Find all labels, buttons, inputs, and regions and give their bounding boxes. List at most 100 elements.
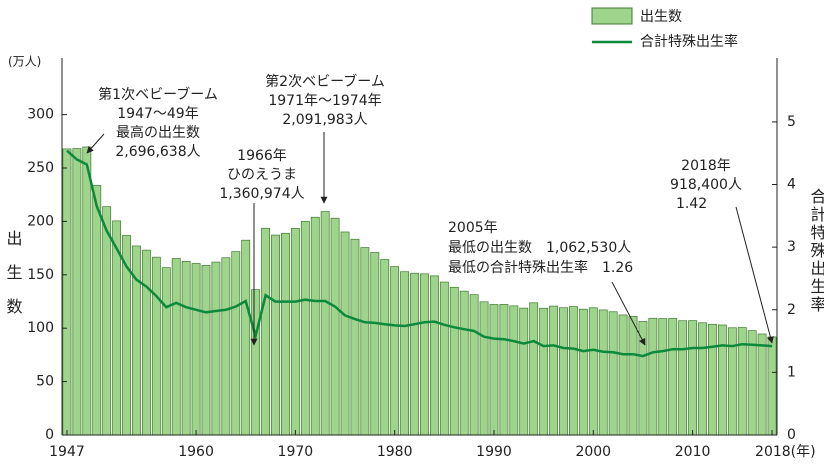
bar [262, 228, 270, 435]
bar [242, 240, 250, 435]
y2-axis-label: 合計特殊出生率 [808, 188, 824, 314]
bar [430, 276, 438, 435]
bar [659, 319, 667, 435]
annotation: 1,360,974人 [219, 186, 304, 202]
annotation: ひのえうま [227, 167, 297, 183]
annotation: 1947～49年 [117, 106, 198, 122]
bar [549, 306, 557, 435]
bar [669, 318, 677, 435]
bar [599, 310, 607, 435]
bar [708, 324, 716, 435]
bar [192, 263, 200, 435]
bar [629, 316, 637, 435]
bar [73, 149, 81, 435]
annotation: 2005年 [448, 220, 498, 236]
annotation-arrow [736, 207, 772, 343]
bar [470, 295, 478, 435]
bar [589, 308, 597, 435]
bar [252, 290, 260, 435]
bar [450, 287, 458, 435]
bar [639, 321, 647, 435]
y-tick-label: 300 [27, 107, 54, 123]
annotation: 2,696,638人 [115, 144, 200, 160]
annotation: 第1次ベビーブーム [98, 86, 218, 103]
bar [559, 308, 567, 435]
bar [331, 218, 339, 435]
bar [460, 291, 468, 435]
bar [281, 233, 289, 435]
bar [212, 262, 220, 435]
bar [579, 309, 587, 435]
bar [63, 149, 71, 435]
bar [698, 323, 706, 435]
bar [510, 306, 518, 435]
bar [480, 302, 488, 435]
bar [569, 307, 577, 435]
bar [152, 257, 160, 435]
bar [83, 147, 91, 435]
bar [391, 267, 399, 435]
y2-tick-label: 2 [787, 302, 796, 318]
bar [758, 334, 766, 435]
bar [142, 250, 150, 435]
bar [401, 272, 409, 435]
bar [103, 207, 111, 435]
y-tick-label: 50 [36, 374, 54, 390]
y-tick-label: 100 [27, 320, 54, 336]
x-tick-label: 2010 [675, 444, 711, 460]
annotation-arrow [87, 134, 104, 153]
bar [540, 308, 548, 435]
bar [361, 248, 369, 435]
bar [440, 282, 448, 435]
bar [420, 274, 428, 435]
bar [679, 321, 687, 435]
bar [748, 331, 756, 435]
y-tick-label: 250 [27, 160, 54, 176]
x-tick-label: 2018(年) [755, 444, 816, 460]
y-tick-label: 150 [27, 267, 54, 283]
bar [182, 261, 190, 435]
y2-tick-label: 5 [787, 114, 796, 130]
y-axis-label: 出生数 [4, 230, 23, 332]
annotation: 1971年～1974年 [268, 93, 381, 109]
bar [530, 303, 538, 435]
bar [619, 315, 627, 435]
bar [162, 268, 170, 435]
legend-label: 出生数 [640, 9, 682, 25]
bar [490, 304, 498, 435]
x-tick-label: 1990 [476, 444, 512, 460]
x-tick-label: 2000 [575, 444, 611, 460]
bar [381, 260, 389, 435]
legend-swatch [592, 8, 632, 24]
bar [689, 321, 697, 435]
bar [609, 312, 617, 435]
y2-tick-label: 1 [787, 364, 796, 380]
bar [321, 212, 329, 435]
bar [341, 232, 349, 435]
y2-tick-label: 0 [787, 427, 796, 443]
annotation: 最低の出生数 1,062,530人 [448, 240, 631, 256]
bar [351, 239, 359, 435]
bar [520, 308, 528, 435]
bar [410, 273, 418, 435]
annotation: 2,091,983人 [282, 112, 367, 128]
bar [311, 217, 319, 435]
annotation: 1966年 [237, 148, 287, 164]
y-unit: (万人) [8, 55, 41, 69]
bar [768, 337, 776, 435]
y2-tick-label: 4 [787, 177, 796, 193]
legend-label: 合計特殊出生率 [640, 33, 738, 50]
bar [291, 228, 299, 435]
bar [222, 258, 230, 435]
bar [301, 221, 309, 435]
bar [500, 304, 508, 435]
x-tick-label: 1947 [49, 444, 85, 460]
bar [728, 328, 736, 435]
bar [172, 258, 180, 435]
annotation: 第2次ベビーブーム [265, 73, 385, 90]
bar [232, 252, 240, 435]
y-tick-label: 200 [27, 213, 54, 229]
bar [371, 252, 379, 435]
y-tick-label: 0 [45, 427, 54, 443]
